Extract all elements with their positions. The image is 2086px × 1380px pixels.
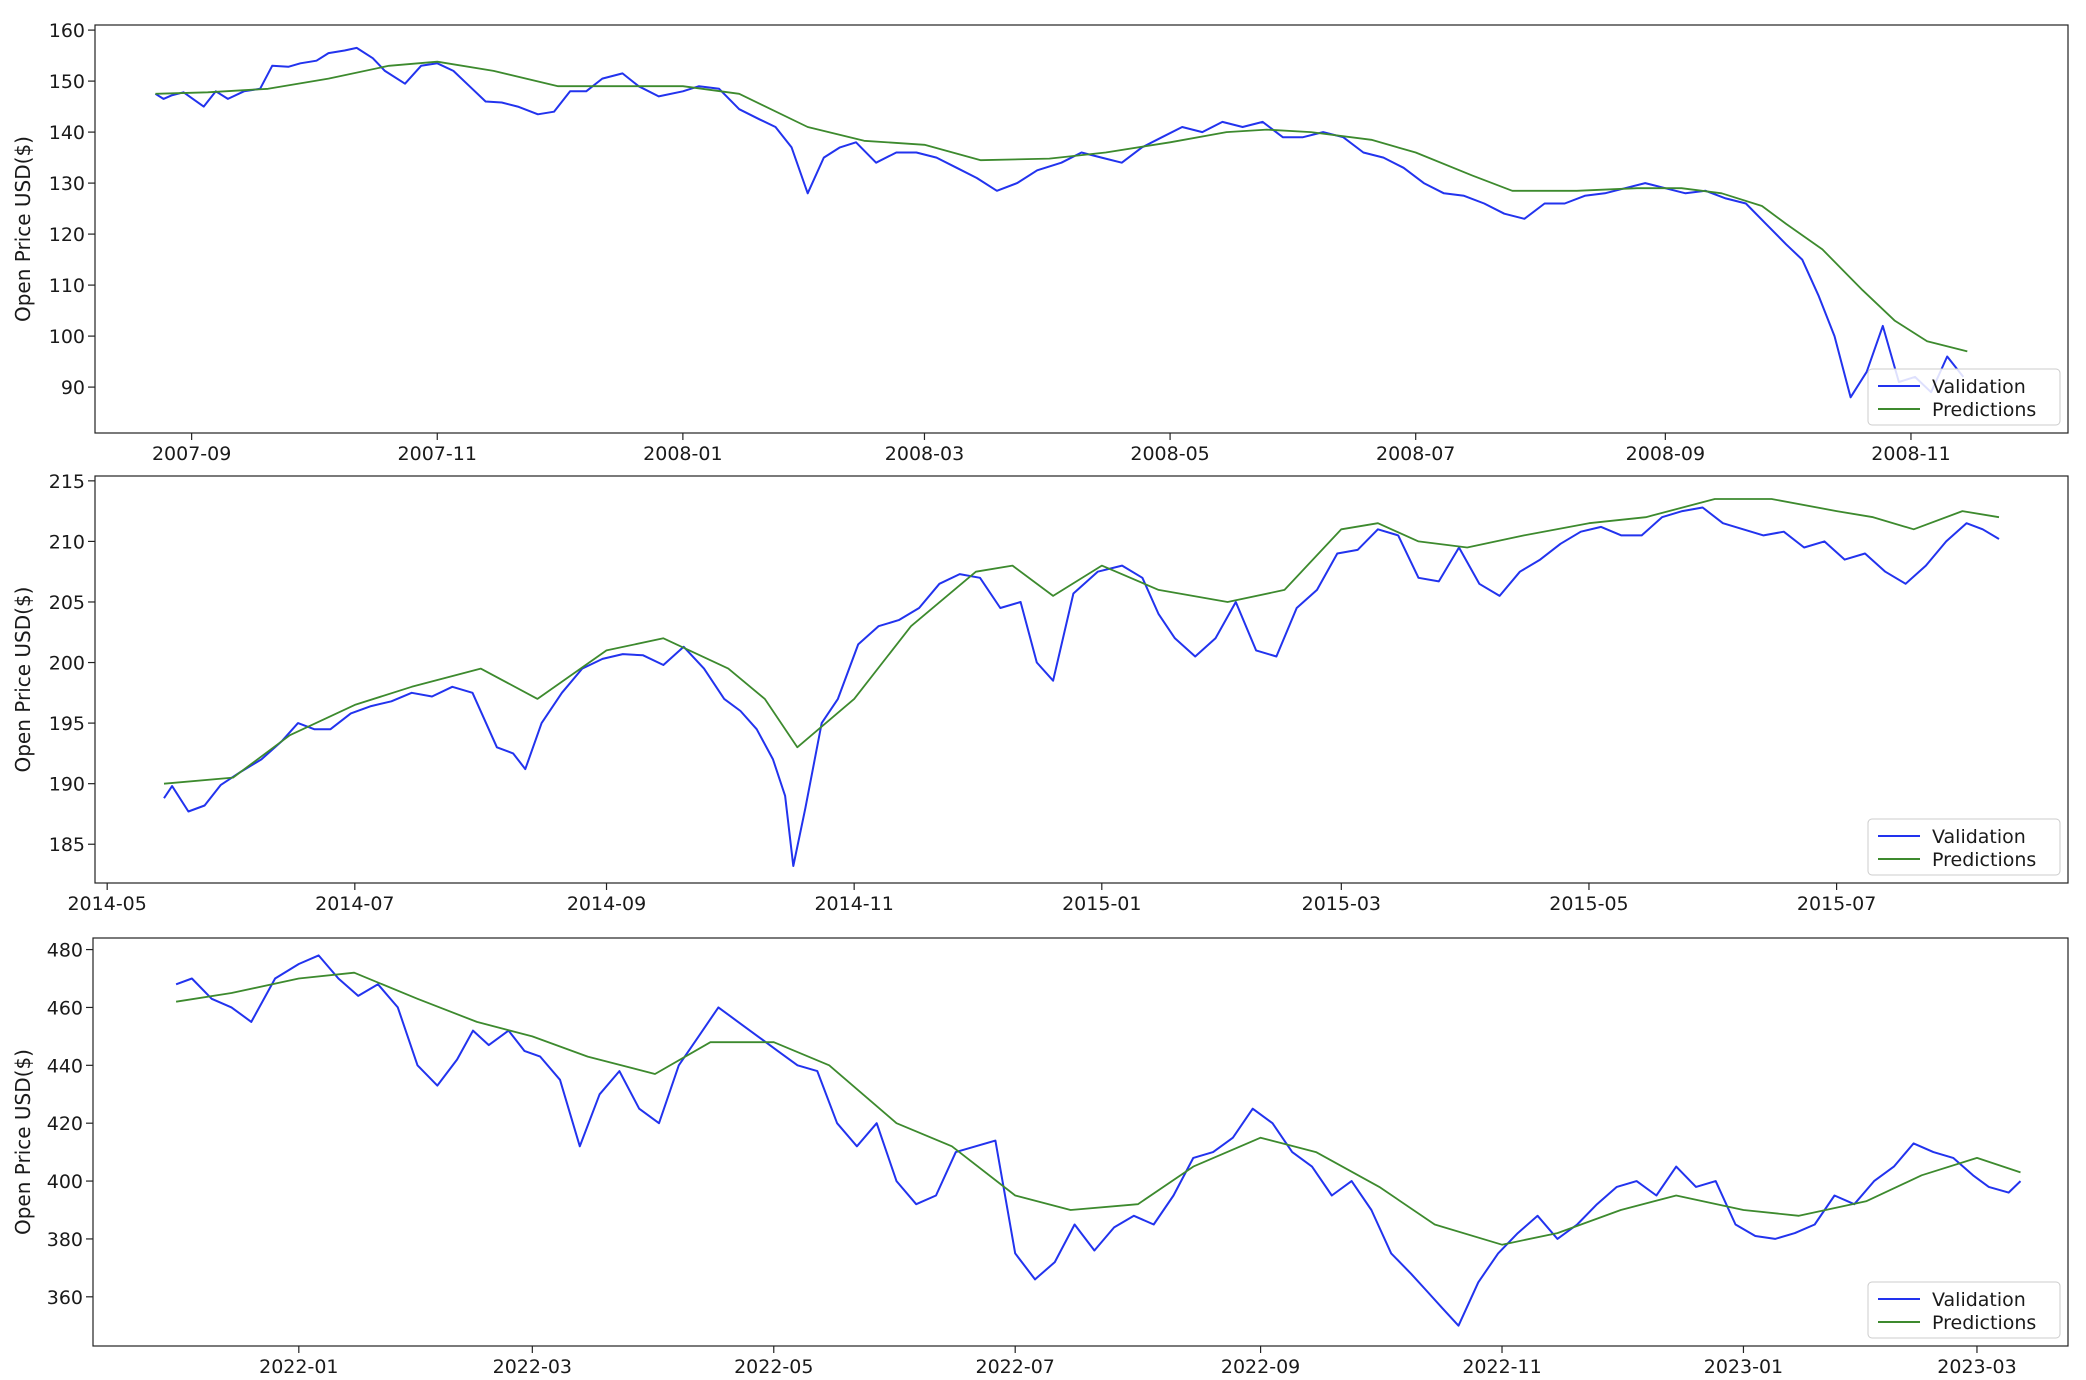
x-tick-label: 2015-05 bbox=[1549, 893, 1628, 915]
y-tick-label: 185 bbox=[49, 834, 85, 856]
chart-panel-1: 90 100 110 120 130 140 150 160 2007-09 2007-11 200… bbox=[11, 20, 2069, 465]
legend-label-validation: Validation bbox=[1932, 826, 2026, 848]
axes-frame bbox=[94, 475, 2069, 884]
series-line-validation bbox=[175, 954, 2022, 1327]
y-tick-label: 160 bbox=[49, 20, 85, 42]
x-tick-label: 2007-09 bbox=[152, 443, 231, 465]
x-tick-label: 2014-11 bbox=[814, 893, 893, 915]
series-line-predictions bbox=[155, 60, 1968, 353]
x-tick-label: 2008-09 bbox=[1626, 443, 1705, 465]
y-tick-label: 205 bbox=[49, 592, 85, 614]
legend-box bbox=[1867, 368, 2061, 426]
chart-panel-2: 185 190 195 200 205 210 215 2014-05 2014-07 2014-… bbox=[11, 471, 2069, 915]
y-tick-label: 120 bbox=[49, 224, 85, 246]
legend-label-predictions: Predictions bbox=[1932, 849, 2036, 871]
x-tick-label: 2014-05 bbox=[67, 893, 146, 915]
y-tick-label: 360 bbox=[47, 1287, 83, 1309]
x-tick-label: 2008-11 bbox=[1871, 443, 1950, 465]
y-axis-label: Open Price USD($) bbox=[11, 136, 35, 322]
x-tick-label: 2022-09 bbox=[1221, 1356, 1300, 1378]
y-axis-label: Open Price USD($) bbox=[11, 587, 35, 773]
x-tick-label: 2008-07 bbox=[1376, 443, 1455, 465]
x-tick-label: 2008-03 bbox=[885, 443, 964, 465]
legend-label-validation: Validation bbox=[1932, 376, 2026, 398]
legend-box bbox=[1867, 818, 2061, 876]
series-line-validation bbox=[163, 506, 2000, 867]
y-axis-label: Open Price USD($) bbox=[11, 1049, 35, 1235]
chart-panel-3: 360 380 400 420 440 460 480 2022-01 2022-03 2022-… bbox=[11, 937, 2069, 1378]
x-tick-label: 2022-07 bbox=[975, 1356, 1054, 1378]
y-tick-label: 440 bbox=[47, 1055, 83, 1077]
y-tick-label: 110 bbox=[49, 275, 85, 297]
y-tick-label: 150 bbox=[49, 71, 85, 93]
y-tick-label: 420 bbox=[47, 1113, 83, 1135]
x-tick-label: 2007-11 bbox=[398, 443, 477, 465]
x-tick-label: 2023-03 bbox=[1937, 1356, 2016, 1378]
y-tick-label: 460 bbox=[47, 997, 83, 1019]
y-tick-label: 400 bbox=[47, 1171, 83, 1193]
y-tick-label: 130 bbox=[49, 173, 85, 195]
axes-frame bbox=[94, 24, 2069, 434]
x-tick-label: 2008-01 bbox=[643, 443, 722, 465]
x-tick-label: 2015-01 bbox=[1062, 893, 1141, 915]
y-tick-label: 90 bbox=[61, 377, 85, 399]
y-tick-label: 215 bbox=[49, 471, 85, 493]
legend-box bbox=[1867, 1281, 2061, 1339]
x-tick-label: 2014-09 bbox=[567, 893, 646, 915]
series-line-predictions bbox=[163, 498, 2000, 785]
legend-label-validation: Validation bbox=[1932, 1289, 2026, 1311]
y-tick-label: 200 bbox=[49, 653, 85, 675]
y-tick-label: 380 bbox=[47, 1229, 83, 1251]
x-tick-label: 2023-01 bbox=[1704, 1356, 1783, 1378]
y-tick-label: 210 bbox=[49, 531, 85, 553]
x-tick-label: 2022-05 bbox=[734, 1356, 813, 1378]
legend-label-predictions: Predictions bbox=[1932, 1312, 2036, 1334]
x-tick-label: 2022-11 bbox=[1462, 1356, 1541, 1378]
axes-frame bbox=[92, 937, 2069, 1347]
x-tick-label: 2022-03 bbox=[493, 1356, 572, 1378]
y-tick-label: 140 bbox=[49, 122, 85, 144]
x-tick-label: 2015-07 bbox=[1797, 893, 1876, 915]
x-tick-label: 2015-03 bbox=[1302, 893, 1381, 915]
x-tick-label: 2008-05 bbox=[1130, 443, 1209, 465]
series-line-predictions bbox=[175, 971, 2021, 1246]
series-line-validation bbox=[154, 46, 1965, 399]
x-tick-label: 2022-01 bbox=[259, 1356, 338, 1378]
y-tick-label: 480 bbox=[47, 940, 83, 962]
y-tick-label: 195 bbox=[49, 713, 85, 735]
y-tick-label: 100 bbox=[49, 326, 85, 348]
x-tick-label: 2014-07 bbox=[315, 893, 394, 915]
legend-label-predictions: Predictions bbox=[1932, 399, 2036, 421]
y-tick-label: 190 bbox=[49, 774, 85, 796]
